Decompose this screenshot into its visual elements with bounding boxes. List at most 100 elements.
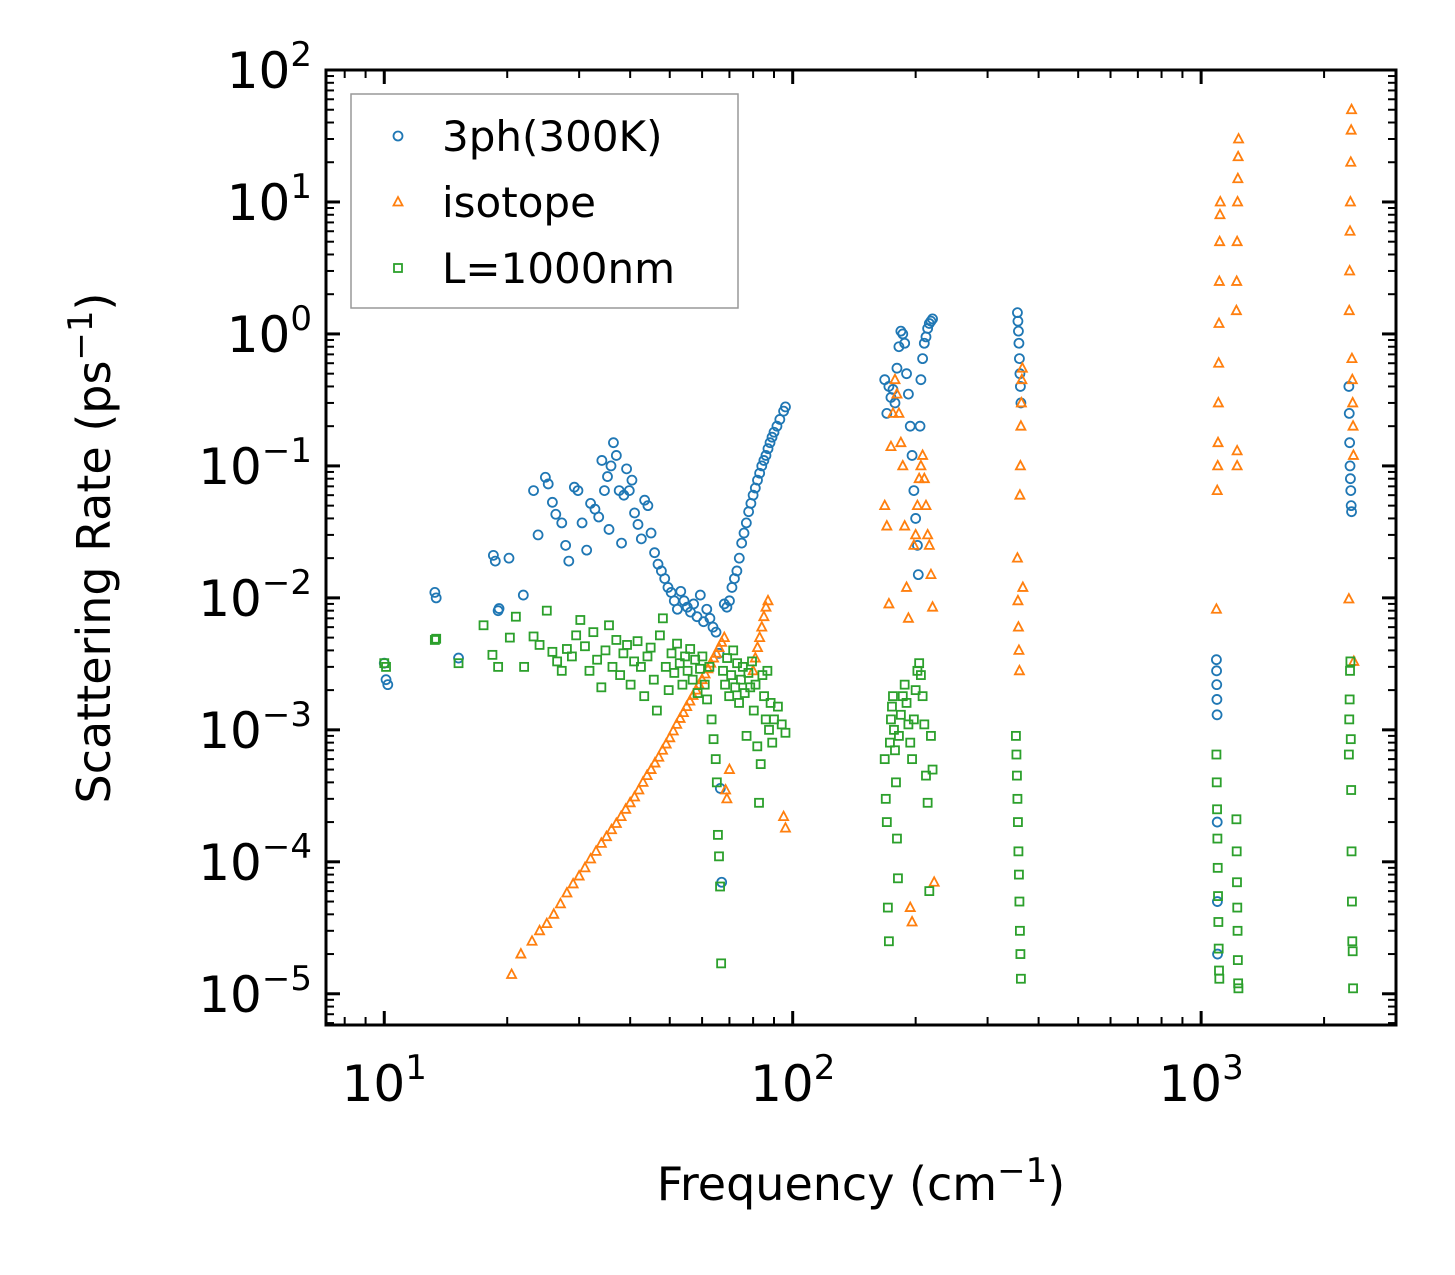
data-point [1015, 949, 1026, 959]
data-point [429, 587, 441, 598]
legend-label: L=1000nm [442, 244, 675, 293]
data-point [381, 661, 391, 672]
data-point [504, 632, 515, 643]
data-point [686, 688, 699, 700]
data-point [927, 764, 938, 775]
data-point [1347, 896, 1357, 907]
data-point [671, 603, 683, 615]
data-point [429, 635, 440, 645]
data-point [1213, 274, 1226, 286]
data-point [926, 730, 936, 741]
data-point [1211, 654, 1222, 666]
data-point [1343, 749, 1354, 760]
data-point [724, 691, 735, 702]
data-point [605, 822, 618, 835]
data-point [1210, 602, 1223, 614]
data-point [453, 652, 464, 664]
data-point [672, 638, 682, 649]
data-point [895, 709, 906, 720]
data-point [710, 626, 722, 638]
data-point [1230, 274, 1243, 286]
major-ticks [326, 68, 1396, 1025]
data-point [1212, 948, 1223, 960]
data-point [736, 537, 748, 549]
data-point [769, 714, 779, 725]
data-point [1345, 500, 1357, 512]
data-point [880, 793, 891, 804]
data-point [629, 507, 640, 519]
data-point [581, 544, 593, 556]
data-point [623, 485, 635, 496]
data-point [900, 580, 913, 592]
data-point [666, 648, 677, 659]
data-point [730, 682, 741, 693]
data-point [731, 565, 743, 577]
data-point [489, 555, 501, 567]
series-isotope [505, 102, 1360, 979]
data-point [636, 661, 646, 672]
data-point [901, 698, 912, 708]
data-point [615, 809, 628, 822]
data-point [726, 670, 737, 680]
y-tick-labels: 10−5 10−4 10−3 10−2 10−1 100 101 102 [198, 35, 312, 1024]
data-point [1345, 656, 1356, 667]
data-point [1232, 149, 1245, 162]
data-point [924, 567, 937, 580]
data-point [1231, 443, 1244, 456]
data-point [430, 592, 442, 604]
data-point [889, 724, 899, 735]
data-point [739, 688, 750, 698]
data-point [660, 737, 673, 749]
data-point [759, 691, 769, 702]
data-point [674, 658, 685, 669]
data-point [901, 368, 912, 380]
data-point [431, 633, 442, 644]
data-point [588, 627, 599, 638]
data-point [768, 426, 780, 438]
data-point [625, 679, 636, 690]
data-point [1014, 353, 1025, 365]
data-point [908, 714, 919, 725]
data-point [697, 651, 708, 662]
data-point [762, 593, 774, 606]
data-point [556, 517, 568, 529]
data-point [680, 651, 690, 662]
data-point [903, 719, 914, 730]
data-point [562, 644, 572, 654]
data-point [706, 714, 717, 725]
data-point [1016, 580, 1029, 592]
data-point [736, 674, 746, 685]
data-point [1212, 356, 1225, 368]
data-point [632, 783, 645, 795]
data-point [914, 458, 927, 471]
data-point [682, 665, 693, 676]
data-point [720, 791, 733, 804]
data-point [760, 450, 772, 461]
data-point [639, 691, 650, 702]
data-point [1346, 846, 1357, 857]
data-point [1016, 361, 1029, 373]
data-point [887, 701, 897, 712]
data-point [1212, 833, 1223, 844]
data-point [879, 754, 890, 765]
y-tick-label: 100 [227, 299, 312, 364]
data-point [1213, 207, 1226, 220]
data-point [724, 595, 735, 607]
data-point [652, 750, 665, 762]
data-point [755, 759, 766, 770]
data-point [639, 494, 651, 506]
data-point [575, 615, 586, 625]
data-point [580, 641, 590, 652]
data-point [1230, 303, 1243, 316]
data-point [723, 762, 736, 774]
data-point [1014, 896, 1025, 907]
data-point [1214, 195, 1227, 207]
data-point [917, 353, 929, 365]
data-point [637, 775, 649, 787]
data-point [685, 644, 696, 654]
data-point [740, 517, 752, 529]
data-point [718, 630, 731, 643]
data-point [902, 611, 915, 623]
data-point [1211, 694, 1223, 705]
data-point [779, 821, 792, 833]
